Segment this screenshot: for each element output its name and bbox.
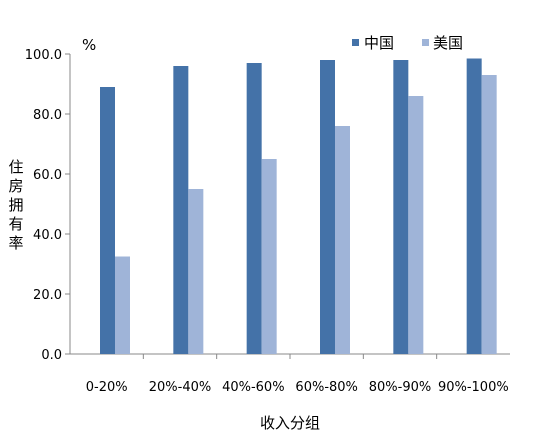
legend-label-usa: 美国 xyxy=(433,34,463,52)
bar-china-1 xyxy=(173,66,189,354)
bar-china-0 xyxy=(100,87,115,354)
x-tick-label: 0-20% xyxy=(86,380,128,395)
bar-china-4 xyxy=(393,60,409,354)
y-tick-label: 100.0 xyxy=(25,48,62,63)
y-unit-label: % xyxy=(82,36,96,54)
legend-swatch-usa xyxy=(422,39,429,46)
bar-usa-5 xyxy=(481,75,497,354)
bar-usa-1 xyxy=(188,189,204,354)
bars xyxy=(100,58,497,354)
legend: 中国 美国 xyxy=(352,34,463,52)
bar-usa-4 xyxy=(408,96,424,354)
y-tick-label: 20.0 xyxy=(33,288,62,303)
y-tick-label: 0.0 xyxy=(41,348,62,363)
x-tick-label: 90%-100% xyxy=(438,380,509,395)
x-tick-label: 80%-90% xyxy=(369,380,431,395)
bar-china-2 xyxy=(246,63,262,354)
bar-usa-2 xyxy=(261,159,277,354)
bar-usa-3 xyxy=(335,126,350,354)
y-tick-label: 80.0 xyxy=(33,108,62,123)
x-axis-title: 收入分组 xyxy=(260,414,320,432)
x-ticks: 0-20% 20%-40% 40%-60% 60%-80% 80%-90% 90%-100… xyxy=(86,354,509,395)
y-ticks: 0.0 20.0 40.0 60.0 80.0 100.0 xyxy=(25,48,70,363)
bar-usa-0 xyxy=(115,256,130,354)
x-tick-label: 40%-60% xyxy=(222,380,284,395)
x-tick-label: 60%-80% xyxy=(295,380,357,395)
legend-swatch-china xyxy=(352,39,359,46)
y-axis-title: 住房拥有率 xyxy=(8,158,23,252)
legend-label-china: 中国 xyxy=(364,34,394,52)
y-tick-label: 40.0 xyxy=(33,228,62,243)
bar-china-3 xyxy=(320,60,335,354)
y-tick-label: 60.0 xyxy=(33,168,62,183)
bar-china-5 xyxy=(466,58,482,354)
x-tick-label: 20%-40% xyxy=(149,380,211,395)
